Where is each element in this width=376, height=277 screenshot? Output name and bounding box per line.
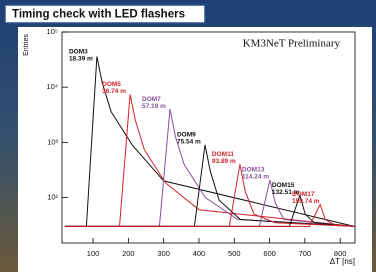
series-distance: 150.74 m (292, 198, 320, 205)
slide-title: Timing check with LED flashers (12, 9, 185, 21)
x-axis-label: ΔT [ns] (330, 257, 355, 266)
y-tick-label: 10⁵ (47, 27, 58, 36)
annotation: KM3NeT Preliminary (243, 38, 341, 50)
series-name: DOM3 (69, 49, 88, 56)
series-distance: 57.19 m (142, 103, 166, 110)
slide: Timing check with LED flashers KM3NeT Pr… (0, 0, 376, 272)
series-distance: 75.54 m (177, 139, 201, 146)
y-tick-label: 10² (47, 193, 58, 202)
series-name: DOM17 (292, 191, 315, 198)
series-name: DOM5 (102, 81, 121, 88)
series-distance: 93.89 m (212, 158, 236, 165)
x-tick-label: 100 (87, 249, 100, 258)
series-name: DOM15 (272, 182, 295, 189)
series-name: DOM9 (177, 132, 196, 139)
plot-panel (18, 27, 372, 272)
series-name: DOM11 (212, 151, 234, 158)
series-distance: 18.39 m (69, 56, 93, 63)
y-tick-label: 10⁴ (46, 82, 58, 91)
x-tick-label: 600 (263, 249, 276, 258)
x-tick-label: 700 (299, 249, 312, 258)
y-axis-label: Entries (23, 34, 30, 56)
series-distance: 36.74 m (102, 88, 126, 95)
x-tick-label: 800 (334, 249, 347, 258)
series-name: DOM13 (242, 166, 265, 173)
series-distance: 114.24 m (242, 173, 269, 180)
series-name: DOM7 (142, 96, 161, 103)
page: Timing check with LED flashers KM3NeT Pr… (0, 0, 376, 272)
x-tick-label: 300 (157, 249, 170, 258)
y-tick-label: 10³ (47, 137, 58, 146)
x-tick-label: 500 (228, 249, 241, 258)
x-tick-label: 400 (193, 249, 206, 258)
x-tick-label: 200 (122, 249, 135, 258)
